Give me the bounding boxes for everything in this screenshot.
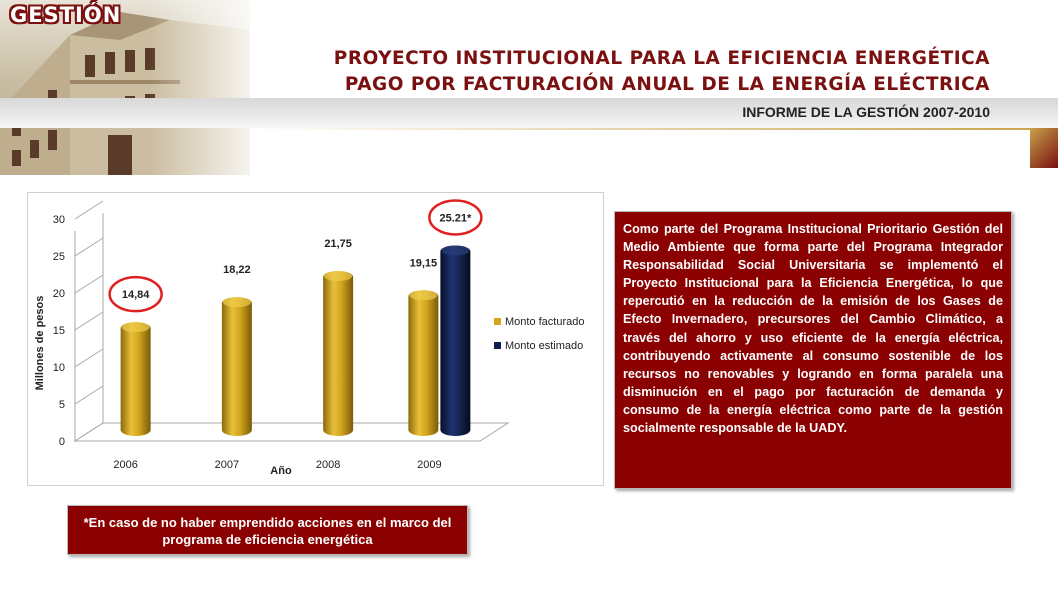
banner-fade — [150, 0, 270, 175]
banner-gold-line — [250, 128, 1058, 130]
bar-monto-facturado — [221, 297, 252, 436]
data-label: 25.21* — [439, 212, 472, 224]
report-subtitle: INFORME DE LA GESTIÓN 2007-2010 — [742, 104, 990, 120]
legend-swatch — [494, 342, 501, 349]
y-gridline — [74, 274, 104, 294]
x-axis-ticks: 2006 2007 2008 2009 — [113, 459, 441, 471]
header-banner: GESTIÓN PROYECTO INSTITUCIONAL PARA LA E… — [0, 0, 1058, 175]
y-gridline — [74, 237, 104, 257]
y-gridline — [74, 311, 104, 331]
y-tick-label: 15 — [53, 325, 65, 337]
chart-bars — [120, 245, 471, 436]
bar-monto-estimado — [440, 245, 471, 436]
footnote-text: *En caso de no haber emprendido acciones… — [83, 515, 452, 547]
bar-monto-facturado — [323, 271, 354, 436]
y-axis-label: Millones de pesos — [34, 296, 46, 391]
chart-container: 0 5 10 15 20 25 30 14,84 18,22 21,75 19,15 25.21* … — [27, 192, 604, 486]
data-labels: 14,84 18,22 21,75 19,15 25.21* — [108, 199, 483, 313]
y-tick-label: 10 — [53, 362, 65, 374]
y-gridline — [74, 385, 104, 405]
x-tick-label: 2007 — [215, 459, 239, 471]
highlight-circle — [108, 275, 163, 313]
x-tick-label: 2008 — [316, 459, 340, 471]
data-label: 21,75 — [324, 238, 352, 250]
bar-cap — [324, 271, 353, 282]
highlight-circle — [428, 199, 483, 236]
corner-ornament — [1030, 128, 1058, 168]
x-tick-label: 2009 — [417, 459, 441, 471]
chart-legend: Monto facturado Monto estimado — [494, 316, 585, 352]
bar-cap — [222, 297, 251, 308]
bar-monto-facturado — [408, 290, 439, 436]
legend-label: Monto facturado — [505, 316, 585, 328]
y-tick-label: 5 — [59, 399, 65, 411]
legend-label: Monto estimado — [505, 340, 583, 352]
bar-cap — [121, 322, 150, 333]
x-axis-label: Año — [270, 465, 292, 477]
y-tick-label: 0 — [59, 436, 65, 448]
data-label: 19,15 — [410, 257, 438, 269]
y-tick-label: 30 — [53, 214, 65, 226]
x-tick-label: 2006 — [113, 459, 137, 471]
y-gridline — [74, 422, 104, 442]
y-gridline — [74, 200, 104, 220]
description-text: Como parte del Programa Institucional Pr… — [623, 222, 1003, 436]
data-label: 18,22 — [223, 264, 251, 276]
y-gridline — [74, 348, 104, 368]
y-tick-label: 25 — [53, 251, 65, 263]
page-title-line1: PROYECTO INSTITUCIONAL PARA LA EFICIENCI… — [333, 48, 990, 69]
chart-plot-area — [73, 213, 510, 442]
section-label: GESTIÓN — [10, 3, 122, 27]
y-axis-ticks: 0 5 10 15 20 25 30 — [53, 200, 104, 448]
page-title-line2: PAGO POR FACTURACIÓN ANUAL DE LA ENERGÍA… — [344, 74, 990, 95]
bar-monto-facturado — [120, 322, 151, 436]
y-tick-label: 20 — [53, 288, 65, 300]
banner-stripe — [0, 98, 1058, 128]
bar-cap — [441, 245, 470, 256]
data-label: 14,84 — [122, 289, 150, 301]
footnote-box: *En caso de no haber emprendido acciones… — [67, 505, 468, 555]
bar-cap — [409, 290, 438, 301]
legend-swatch — [494, 318, 501, 325]
description-box: Como parte del Programa Institucional Pr… — [614, 211, 1012, 489]
